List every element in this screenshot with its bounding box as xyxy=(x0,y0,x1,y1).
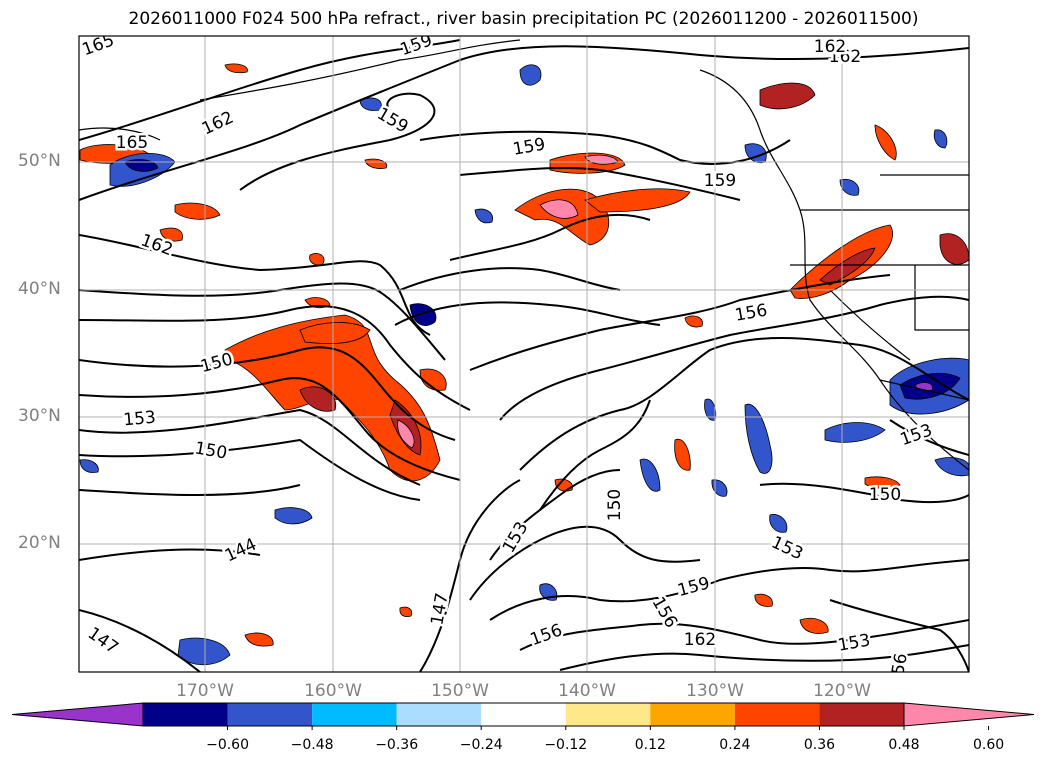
contour-label: 159 xyxy=(704,171,736,191)
contour-label: 162 xyxy=(829,47,861,67)
colorbar-segment xyxy=(734,703,820,726)
longitude-label: 150°W xyxy=(431,681,489,701)
contour-label-halo: 162 xyxy=(814,37,846,57)
colorbar-segment xyxy=(819,703,904,726)
colorbar-segment xyxy=(396,703,482,726)
contour-label: 162 xyxy=(814,37,846,57)
colorbar-tick-label: 0.36 xyxy=(803,737,836,753)
contour-label: 56 xyxy=(888,652,911,677)
contour-label-halo: 150 xyxy=(869,485,901,505)
contour-label: 165 xyxy=(116,133,148,153)
coastlines xyxy=(79,39,969,471)
contour-label: 153 xyxy=(123,408,157,431)
contour-label: 162 xyxy=(684,630,716,650)
contour-label-halo: 165 xyxy=(116,133,148,153)
colorbar-tick-label: −0.24 xyxy=(459,737,503,753)
colorbar-extend-low xyxy=(11,702,144,727)
latitude-label: 50°N xyxy=(18,151,61,171)
colorbar-tick-label: 0.60 xyxy=(972,737,1005,753)
contour-label-halo: 159 xyxy=(704,171,736,191)
contour-label-halo: 150 xyxy=(605,489,625,521)
graticule xyxy=(79,36,969,672)
colorbar-tick-label: 0.12 xyxy=(634,737,666,753)
contour-label-halo: 162 xyxy=(829,47,861,67)
latitude-label: 20°N xyxy=(18,533,61,553)
colorbar-tick-label: −0.60 xyxy=(206,737,249,753)
latitude-label: 30°N xyxy=(18,406,61,426)
colorbar-segment xyxy=(143,703,228,726)
longitude-label: 170°W xyxy=(176,681,234,701)
latitude-label: 40°N xyxy=(18,279,61,299)
colorbar-segment xyxy=(481,703,566,726)
colorbar-tick-label: 0.48 xyxy=(888,737,920,753)
colorbar-segment xyxy=(312,703,397,726)
colorbar-segment xyxy=(565,703,651,726)
colorbar-outline xyxy=(142,702,905,727)
contour-label: 150 xyxy=(605,489,625,521)
contour-label-halo: 56 xyxy=(888,652,911,677)
colorbar xyxy=(11,702,1035,730)
longitude-label: 160°W xyxy=(304,681,362,701)
colorbar-tick-label: 0.24 xyxy=(719,737,751,753)
refractivity-contours xyxy=(79,39,969,672)
contour-label-halo: 162 xyxy=(684,630,716,650)
contour-label: 150 xyxy=(869,485,901,505)
longitude-label: 130°W xyxy=(686,681,744,701)
colorbar-segment xyxy=(227,703,313,726)
colorbar-tick-label: −0.36 xyxy=(375,737,419,753)
map-plot-area: 1651651651651621621621621621621591591591… xyxy=(79,36,969,677)
colorbar-extend-high xyxy=(903,702,1035,727)
colorbar-tick-label: −0.48 xyxy=(290,737,334,753)
contour-label-halo: 153 xyxy=(836,630,871,655)
colorbar-segment xyxy=(650,703,735,726)
colorbar-tick-label: −0.12 xyxy=(544,737,588,753)
precip-shading xyxy=(79,63,969,666)
chart-title: 2026011000 F024 500 hPa refract., river … xyxy=(128,9,919,29)
longitude-label: 140°W xyxy=(558,681,616,701)
map-frame xyxy=(78,35,970,673)
longitude-label: 120°W xyxy=(813,681,871,701)
